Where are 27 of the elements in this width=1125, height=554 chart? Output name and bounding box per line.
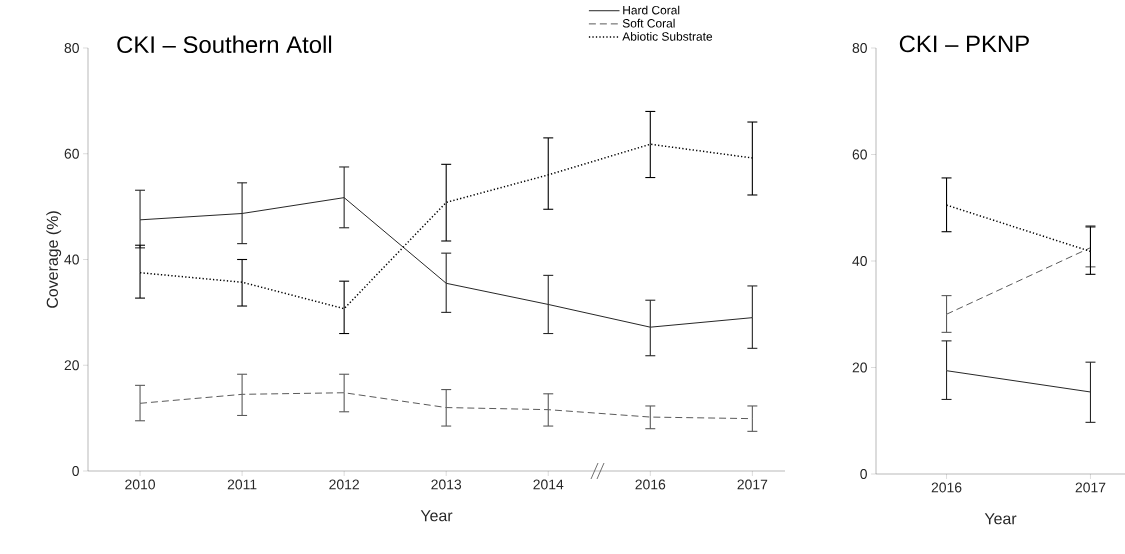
x-tick-label: 2010 (125, 479, 156, 490)
x-tick-label: 2014 (533, 479, 564, 490)
x-tick-label: 2012 (329, 479, 359, 490)
y-tick-label: 0 (72, 466, 79, 476)
x-tick-label: 2011 (227, 479, 257, 490)
y-tick-label: 20 (64, 360, 79, 371)
y-tick-label: 40 (64, 254, 79, 265)
y-tick-label: 60 (852, 149, 867, 160)
chart-title: CKI – Southern Atoll (117, 35, 332, 54)
y-tick-label: 40 (852, 256, 867, 266)
legend-label: Hard Coral (623, 5, 680, 15)
y-tick-label: 0 (860, 469, 867, 479)
x-tick-label: 2016 (635, 479, 666, 490)
x-tick-label: 2013 (431, 479, 462, 490)
x-tick-label: 2017 (1075, 482, 1106, 493)
x-tick-label: 2016 (931, 482, 962, 493)
x-tick-label: 2017 (737, 479, 768, 490)
y-tick-label: 80 (852, 43, 867, 53)
x-axis-title: Year (984, 513, 1017, 525)
legend-label: Soft Coral (622, 18, 675, 28)
legend-label: Abiotic Substrate (622, 31, 713, 41)
y-tick-label: 20 (852, 362, 867, 373)
y-tick-label: 60 (64, 148, 79, 159)
x-axis-title: Year (420, 510, 453, 522)
y-axis-title: Coverage (%) (46, 211, 62, 308)
chart-title: CKI – PKNP (899, 35, 1029, 53)
y-tick-label: 80 (64, 43, 79, 53)
